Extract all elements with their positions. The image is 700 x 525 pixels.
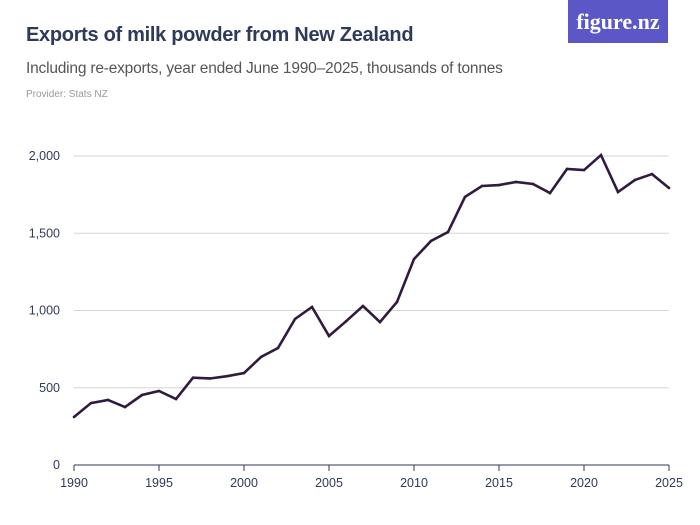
- data-point: [633, 178, 637, 182]
- data-point: [344, 320, 348, 323]
- chart-title: Exports of milk powder from New Zealand: [26, 24, 414, 46]
- data-point: [667, 186, 671, 190]
- x-tick-label: 2000: [230, 476, 258, 490]
- y-tick-label: 500: [39, 381, 60, 395]
- data-point: [582, 168, 586, 172]
- x-tick-label: 2005: [315, 476, 343, 490]
- data-point: [378, 320, 382, 324]
- y-tick-label: 2,000: [29, 149, 60, 163]
- x-tick-label: 2025: [655, 476, 683, 490]
- data-point: [497, 183, 501, 187]
- series-line: [73, 152, 670, 418]
- y-tick-label: 1,500: [29, 226, 60, 240]
- data-point: [650, 172, 654, 176]
- data-point: [293, 317, 297, 321]
- data-point: [463, 195, 467, 199]
- figure-nz-logo[interactable]: figure.nz: [568, 0, 668, 43]
- data-point: [599, 153, 603, 157]
- provider: Provider: Stats NZ: [26, 89, 108, 100]
- data-point: [208, 377, 212, 380]
- data-point: [548, 191, 552, 195]
- data-point: [531, 182, 535, 186]
- data-point: [480, 184, 484, 188]
- data-point: [514, 180, 518, 184]
- data-point: [225, 374, 229, 378]
- data-point: [191, 376, 195, 380]
- data-point: [310, 305, 314, 309]
- data-point: [446, 230, 450, 234]
- data-point: [429, 239, 433, 243]
- data-point: [616, 190, 620, 194]
- data-point: [395, 300, 399, 304]
- y-tick-label: 1,000: [29, 304, 60, 318]
- data-point: [140, 393, 144, 397]
- data-point: [565, 167, 569, 171]
- data-point: [327, 334, 331, 338]
- chart-subtitle: Including re-exports, year ended June 19…: [26, 60, 503, 77]
- x-tick-label: 1995: [145, 476, 173, 490]
- data-point: [72, 415, 76, 419]
- data-point: [89, 401, 93, 405]
- data-point: [106, 398, 110, 402]
- data-point: [412, 257, 416, 261]
- x-tick-label: 2010: [400, 476, 428, 490]
- data-point: [276, 346, 280, 350]
- x-tick-label: 2015: [485, 476, 513, 490]
- y-tick-label: 0: [53, 458, 60, 472]
- x-tick-label: 2020: [570, 476, 598, 490]
- data-point: [157, 389, 161, 393]
- data-point: [123, 405, 127, 409]
- data-point: [174, 397, 178, 401]
- data-point: [242, 371, 246, 375]
- x-tick-label: 1990: [60, 476, 88, 490]
- data-point: [361, 304, 365, 308]
- data-point: [259, 355, 263, 359]
